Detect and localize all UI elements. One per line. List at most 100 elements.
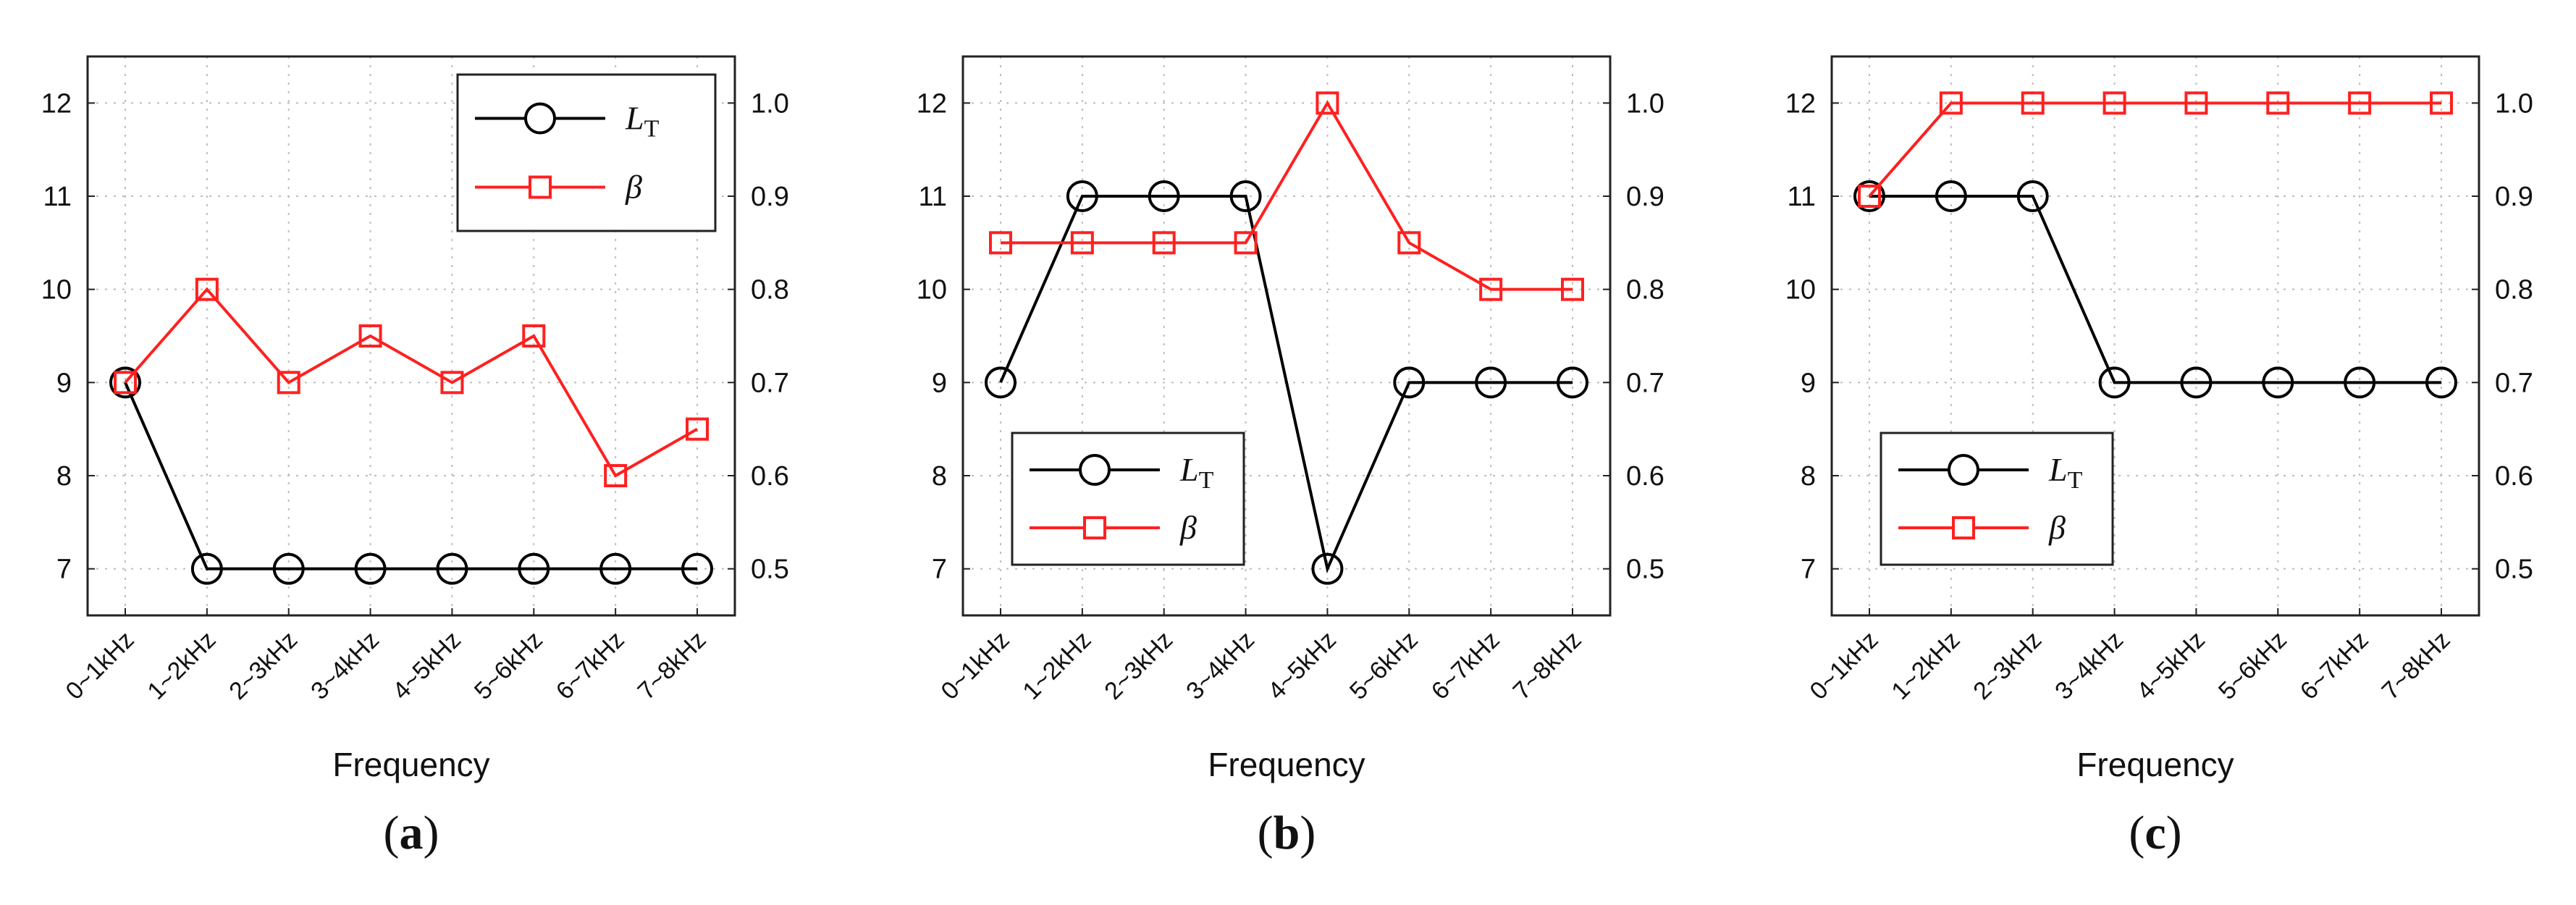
legend-label-subscript: T bbox=[1199, 467, 1214, 494]
x-tick-label: 5~6kHz bbox=[1344, 626, 1423, 705]
data-point-circle bbox=[1311, 552, 1344, 585]
y-right-tick-label: 0.7 bbox=[2495, 368, 2533, 398]
data-point-square bbox=[522, 324, 546, 348]
data-point-square bbox=[1152, 231, 1176, 255]
y-left-tick-label: 8 bbox=[1801, 461, 1816, 492]
data-point-circle bbox=[1066, 180, 1098, 212]
x-tick-label: 7~8kHz bbox=[633, 626, 712, 705]
y-right-tick-label: 0.9 bbox=[1626, 182, 1664, 212]
y-left-tick-label: 11 bbox=[1788, 182, 1816, 212]
data-point-circle bbox=[109, 366, 141, 399]
data-point-square bbox=[1858, 185, 1881, 208]
series-line bbox=[124, 287, 698, 478]
data-point-square bbox=[2184, 91, 2208, 115]
data-point-square bbox=[277, 371, 300, 395]
data-point-square bbox=[2348, 91, 2372, 115]
legend-marker-square bbox=[529, 175, 552, 199]
y-right-tick-label: 0.8 bbox=[751, 275, 789, 306]
x-tick-label: 5~6kHz bbox=[469, 626, 548, 705]
data-point-circle bbox=[681, 552, 713, 585]
series-line bbox=[1001, 100, 1573, 291]
data-point-circle bbox=[2016, 180, 2049, 212]
data-point-circle bbox=[272, 552, 305, 585]
legend-box bbox=[1011, 432, 1245, 566]
legend: LTβ bbox=[1880, 432, 2114, 566]
plot-frame bbox=[961, 55, 1612, 617]
data-point-circle bbox=[1475, 366, 1507, 399]
y-left-tick-label: 8 bbox=[932, 461, 947, 492]
y-right-tick-label: 0.8 bbox=[1626, 275, 1664, 306]
y-left-tick-label: 12 bbox=[41, 88, 72, 119]
y-right-tick-label: 0.8 bbox=[2495, 275, 2533, 306]
x-tick-label: 0~1kHz bbox=[61, 626, 140, 705]
data-point-square bbox=[1939, 91, 1963, 115]
x-tick-label: 3~4kHz bbox=[2050, 626, 2129, 705]
data-point-square bbox=[114, 371, 137, 395]
data-point-square bbox=[1479, 277, 1503, 301]
data-point-square bbox=[989, 231, 1012, 255]
legend-label: β bbox=[2048, 509, 2066, 546]
plot-frame bbox=[1830, 55, 2480, 617]
y-left-tick-label: 10 bbox=[1785, 275, 1816, 306]
y-right-tick-label: 0.5 bbox=[2495, 555, 2533, 585]
data-point-circle bbox=[1853, 180, 1885, 212]
legend-marker-circle bbox=[1948, 453, 1979, 486]
x-tick-label: 0~1kHz bbox=[1805, 626, 1884, 705]
y-left-tick-label: 7 bbox=[932, 555, 947, 585]
panel-label: (a) bbox=[384, 807, 439, 859]
legend-marker-square bbox=[1952, 516, 1975, 540]
x-tick-label: 4~5kHz bbox=[2131, 626, 2210, 705]
data-point-square bbox=[1397, 231, 1421, 255]
y-left-tick-label: 9 bbox=[932, 368, 947, 398]
y-right-tick-label: 1.0 bbox=[2495, 88, 2533, 119]
x-tick-label: 2~3kHz bbox=[224, 626, 303, 705]
legend: LTβ bbox=[456, 73, 717, 232]
x-tick-label: 6~7kHz bbox=[2295, 626, 2374, 705]
legend: LTβ bbox=[1011, 432, 1245, 566]
y-left-tick-label: 10 bbox=[41, 275, 72, 306]
data-point-circle bbox=[2425, 366, 2457, 399]
y-right-tick-label: 0.6 bbox=[2495, 461, 2533, 492]
x-tick-label: 7~8kHz bbox=[1508, 626, 1587, 705]
legend-label-subscript: T bbox=[644, 115, 660, 142]
y-left-tick-label: 7 bbox=[1801, 555, 1816, 585]
data-point-circle bbox=[1229, 180, 1262, 212]
y-left-tick-label: 11 bbox=[919, 182, 947, 212]
x-tick-label: 1~2kHz bbox=[1017, 626, 1096, 705]
y-right-tick-label: 0.6 bbox=[751, 461, 789, 492]
y-left-tick-label: 12 bbox=[917, 88, 947, 119]
x-axis-label: Frequency bbox=[2076, 746, 2234, 783]
legend-label: β bbox=[1179, 509, 1197, 546]
x-tick-label: 4~5kHz bbox=[387, 626, 466, 705]
series-line bbox=[1868, 101, 2441, 198]
x-tick-label: 2~3kHz bbox=[1099, 626, 1178, 705]
panel-letter: a bbox=[400, 807, 424, 859]
data-point-square bbox=[1561, 277, 1584, 301]
y-left-tick-label: 10 bbox=[917, 275, 947, 306]
data-point-circle bbox=[2180, 366, 2213, 399]
legend-marker-square bbox=[1083, 516, 1106, 540]
data-point-circle bbox=[1935, 180, 1967, 212]
y-left-tick-label: 8 bbox=[56, 461, 72, 492]
x-axis-label: Frequency bbox=[1208, 746, 1365, 783]
x-tick-label: 3~4kHz bbox=[306, 626, 384, 705]
legend-box bbox=[1880, 432, 2114, 566]
data-point-circle bbox=[190, 552, 223, 585]
data-point-circle bbox=[1393, 366, 1426, 399]
panel-label: (b) bbox=[1258, 807, 1316, 859]
data-point-square bbox=[1070, 231, 1094, 255]
y-right-tick-label: 0.7 bbox=[751, 368, 789, 398]
legend-marker-circle bbox=[1079, 453, 1111, 486]
data-point-circle bbox=[1148, 180, 1180, 212]
y-right-tick-label: 0.5 bbox=[1626, 555, 1664, 585]
data-point-square bbox=[2103, 91, 2126, 115]
data-point-square bbox=[604, 464, 628, 487]
panel-label: (c) bbox=[2129, 807, 2181, 859]
data-point-circle bbox=[985, 366, 1016, 399]
x-tick-label: 4~5kHz bbox=[1263, 626, 1342, 705]
y-right-tick-label: 1.0 bbox=[1626, 88, 1664, 119]
x-tick-label: 2~3kHz bbox=[1968, 626, 2047, 705]
data-point-circle bbox=[2098, 366, 2131, 399]
x-tick-label: 3~4kHz bbox=[1181, 626, 1260, 705]
